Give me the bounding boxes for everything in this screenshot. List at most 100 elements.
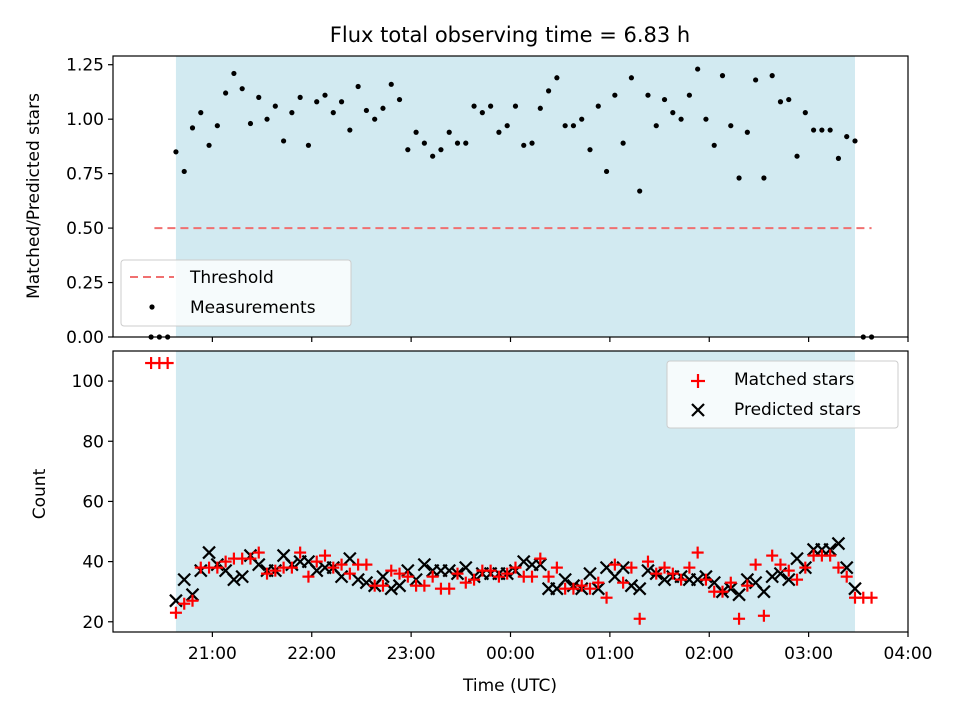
matched-star-marker bbox=[575, 579, 588, 592]
matched-star-marker bbox=[733, 612, 746, 625]
measurement-point bbox=[728, 123, 734, 129]
matched-star-marker bbox=[244, 552, 257, 565]
measurement-point bbox=[802, 110, 808, 116]
measurement-point bbox=[173, 149, 179, 155]
measurement-point bbox=[438, 147, 444, 153]
legend-predicted-label: Predicted stars bbox=[734, 400, 861, 420]
ratio-panel: 0.00 0.25 0.50 0.75 1.00 1.25 Matched/Predict… bbox=[24, 55, 909, 348]
predicted-star-marker bbox=[690, 572, 705, 587]
matched-star-marker bbox=[509, 561, 522, 574]
predicted-star-marker bbox=[392, 578, 407, 593]
measurement-point bbox=[405, 147, 411, 153]
ratio-legend-box bbox=[120, 259, 352, 327]
predicted-star-marker bbox=[185, 587, 200, 602]
ratio-plot-frame bbox=[112, 55, 909, 338]
measurement-point bbox=[777, 99, 784, 105]
ratio-y-tick-label: 0.75 bbox=[66, 165, 104, 185]
count-x-ticks: 21:00 22:00 23:00 00:00 01:00 02:00 03:00 04:00 bbox=[188, 632, 933, 664]
measurement-point bbox=[454, 140, 461, 146]
matched-star-marker bbox=[401, 570, 414, 583]
measurement-point bbox=[703, 116, 709, 122]
measurement-point bbox=[554, 75, 560, 81]
measurement-point bbox=[620, 140, 626, 146]
matched-star-marker bbox=[169, 606, 182, 619]
predicted-star-marker bbox=[848, 581, 862, 596]
predicted-star-marker bbox=[583, 566, 597, 581]
matched-star-marker bbox=[608, 558, 621, 571]
measurement-point bbox=[587, 147, 593, 153]
measurement-point bbox=[223, 90, 229, 96]
measurement-point bbox=[835, 155, 842, 161]
matched-star-marker bbox=[269, 564, 282, 577]
legend-predicted-swatch bbox=[691, 403, 705, 417]
matched-star-marker bbox=[285, 561, 298, 574]
matched-star-marker bbox=[633, 612, 646, 625]
measurement-point bbox=[479, 110, 485, 116]
matched-star-marker bbox=[302, 570, 315, 583]
measurement-point bbox=[471, 103, 477, 109]
predicted-star-marker bbox=[839, 560, 854, 575]
measurement-point bbox=[322, 92, 328, 98]
ratio-y-tick-label: 1.00 bbox=[66, 110, 104, 130]
matched-star-marker bbox=[261, 567, 274, 580]
count-y-tick-label: 100 bbox=[72, 372, 104, 392]
matched-star-marker bbox=[376, 579, 389, 592]
measurement-point bbox=[637, 188, 643, 194]
predicted-star-marker bbox=[732, 587, 746, 602]
matched-star-marker bbox=[393, 567, 406, 580]
matched-star-marker bbox=[534, 552, 547, 565]
predicted-star-marker bbox=[235, 569, 249, 584]
measurement-point bbox=[819, 127, 825, 133]
matched-star-marker bbox=[840, 570, 853, 583]
x-tick-label: 22:00 bbox=[287, 644, 336, 664]
predicted-star-marker bbox=[781, 572, 796, 587]
predicted-star-marker bbox=[657, 572, 672, 587]
measurement-point bbox=[670, 110, 676, 116]
predicted-star-marker bbox=[740, 572, 755, 587]
matched-star-marker bbox=[617, 576, 630, 589]
measurement-point bbox=[355, 83, 361, 90]
matched-star-marker bbox=[567, 582, 580, 595]
matched-star-marker bbox=[550, 561, 563, 574]
legend-measurements-swatch bbox=[149, 304, 155, 310]
matched-star-marker bbox=[468, 573, 481, 586]
matched-star-marker bbox=[716, 585, 729, 598]
measurement-point bbox=[372, 116, 378, 122]
measurement-point bbox=[338, 99, 345, 105]
x-axis-label: Time (UTC) bbox=[462, 676, 557, 696]
x-tick-label: 02:00 bbox=[685, 644, 734, 664]
matched-star-marker bbox=[683, 561, 696, 574]
measurement-point bbox=[330, 110, 336, 116]
legend-measurements-label: Measurements bbox=[190, 298, 316, 318]
matched-star-marker bbox=[666, 567, 679, 580]
measurement-point bbox=[852, 138, 858, 144]
matched-star-marker bbox=[724, 576, 737, 589]
matched-star-marker bbox=[526, 570, 539, 583]
count-y-tick-label: 80 bbox=[82, 432, 104, 452]
measurement-point bbox=[595, 103, 601, 109]
matched-star-marker bbox=[741, 579, 754, 592]
predicted-star-marker bbox=[558, 572, 572, 587]
predicted-star-marker bbox=[591, 581, 606, 596]
count-panel: 20 40 60 80 100 21:00 22:00 23:00 00:00 01:00 02:… bbox=[30, 350, 933, 696]
measurement-point bbox=[463, 140, 469, 146]
matched-star-marker bbox=[178, 597, 191, 610]
measurement-point bbox=[529, 140, 535, 146]
x-tick-label: 01:00 bbox=[585, 644, 634, 664]
matched-star-marker bbox=[501, 567, 514, 580]
measurement-point bbox=[562, 123, 568, 129]
predicted-star-marker bbox=[343, 551, 357, 566]
measurement-point bbox=[314, 99, 320, 105]
matched-star-marker bbox=[824, 549, 837, 562]
matched-star-marker bbox=[675, 573, 688, 586]
measurement-point bbox=[545, 88, 552, 94]
count-y-axis-label: Count bbox=[30, 468, 50, 519]
measurement-point bbox=[504, 123, 510, 129]
matched-star-marker bbox=[865, 591, 878, 604]
measurement-point bbox=[488, 103, 494, 109]
matched-star-marker bbox=[310, 555, 323, 568]
legend-matched-swatch bbox=[691, 374, 705, 388]
x-tick-label: 00:00 bbox=[486, 644, 535, 664]
measurement-point bbox=[430, 153, 436, 159]
